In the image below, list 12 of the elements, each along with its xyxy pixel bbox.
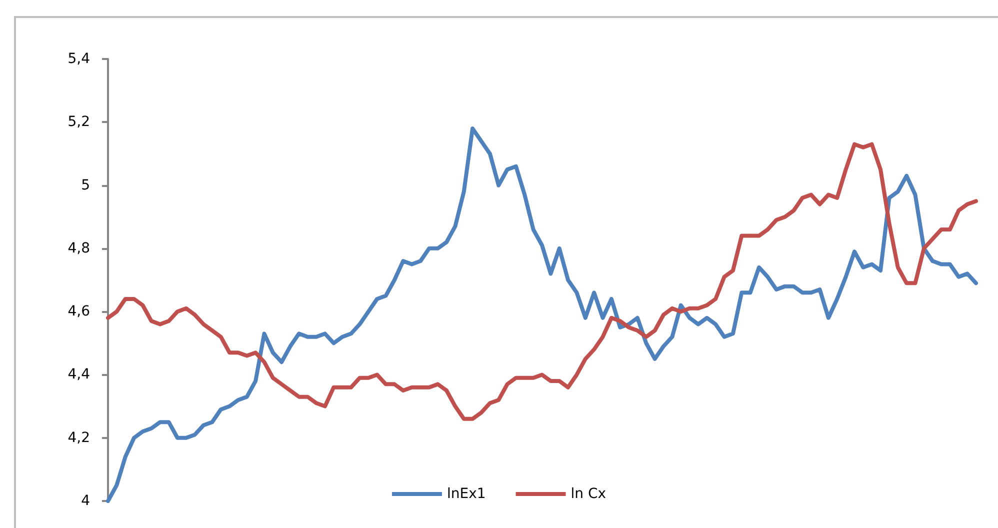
legend-label: ln Cx bbox=[570, 486, 606, 502]
legend-label: lnEx1 bbox=[446, 486, 486, 502]
y-tick-label: 4 bbox=[81, 493, 90, 509]
y-tick-label: 5,2 bbox=[68, 114, 90, 130]
line-series bbox=[106, 142, 978, 421]
y-tick-label: 4,6 bbox=[68, 304, 90, 320]
line-series bbox=[106, 126, 978, 503]
y-tick-label: 4,2 bbox=[68, 430, 90, 446]
y-tick-label: 4,4 bbox=[68, 366, 90, 383]
y-tick-label: 4,8 bbox=[68, 240, 90, 256]
y-tick-label: 5,4 bbox=[68, 51, 90, 67]
y-tick-label: 5 bbox=[81, 177, 90, 194]
